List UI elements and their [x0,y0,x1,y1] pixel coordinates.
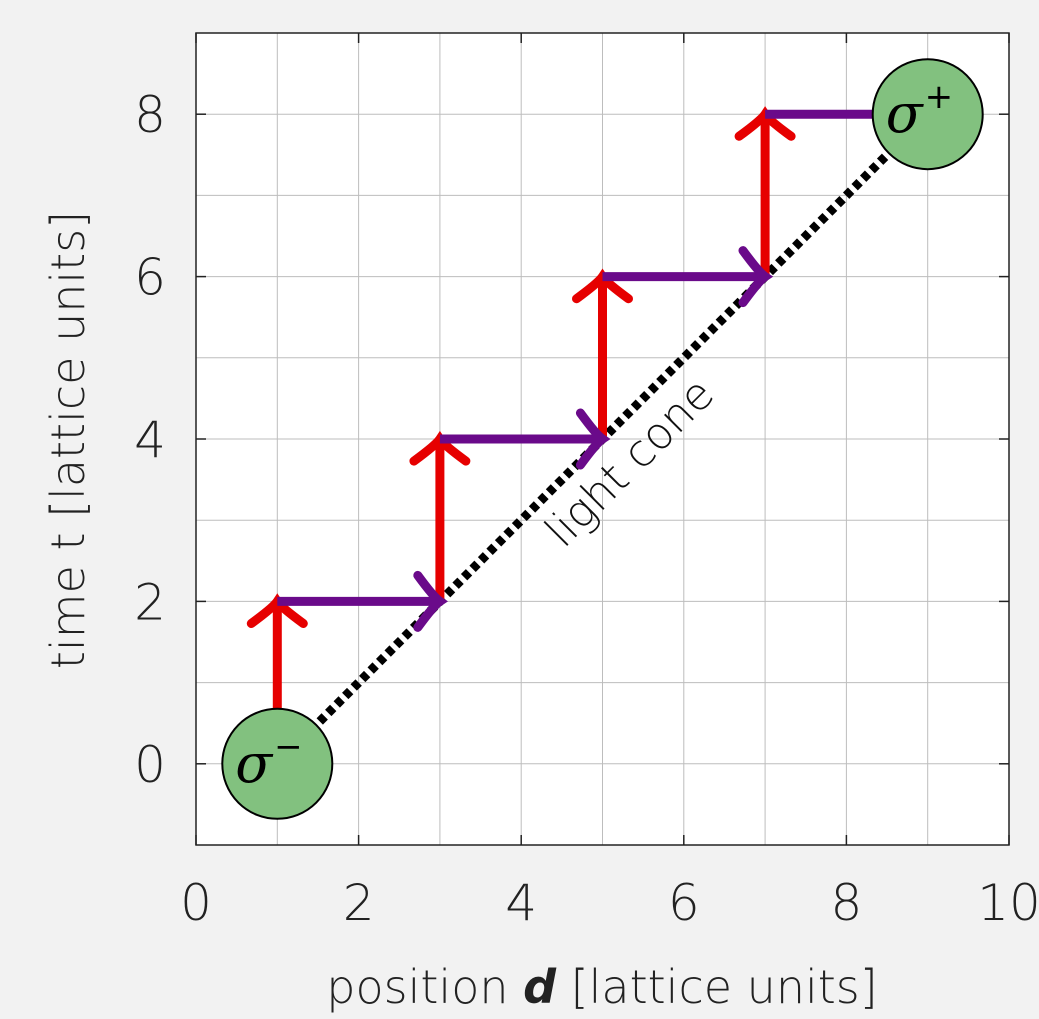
space-step-arrowhead [738,246,774,308]
sigma-plus-node [871,58,984,171]
sigma-minus-node [221,707,334,820]
y-tick-label: 0 [134,736,166,794]
y-tick-label: 8 [134,86,166,144]
x-tick-label: 8 [830,874,862,932]
x-tick-label: 4 [505,874,537,932]
y-tick-label: 2 [134,573,166,631]
y-tick-label: 4 [134,411,166,469]
ticks: 0 2 4 6 8 10 0 2 4 6 8 [134,33,1039,932]
y-tick-label: 6 [134,249,166,307]
nodes: σ− σ+ [221,58,984,820]
x-tick-label: 6 [668,874,700,932]
y-axis-label: time t [lattice units] [41,211,95,669]
x-tick-label: 10 [977,874,1039,932]
space-step-arrowhead [575,408,611,470]
space-step-arrowhead [413,570,449,632]
x-tick-label: 0 [180,874,212,932]
x-tick-label: 2 [343,874,375,932]
sigma-minus-label: σ− [235,727,302,795]
sigma-plus-label: σ+ [886,77,953,145]
x-axis-label: position d [lattice units] [326,960,877,1014]
